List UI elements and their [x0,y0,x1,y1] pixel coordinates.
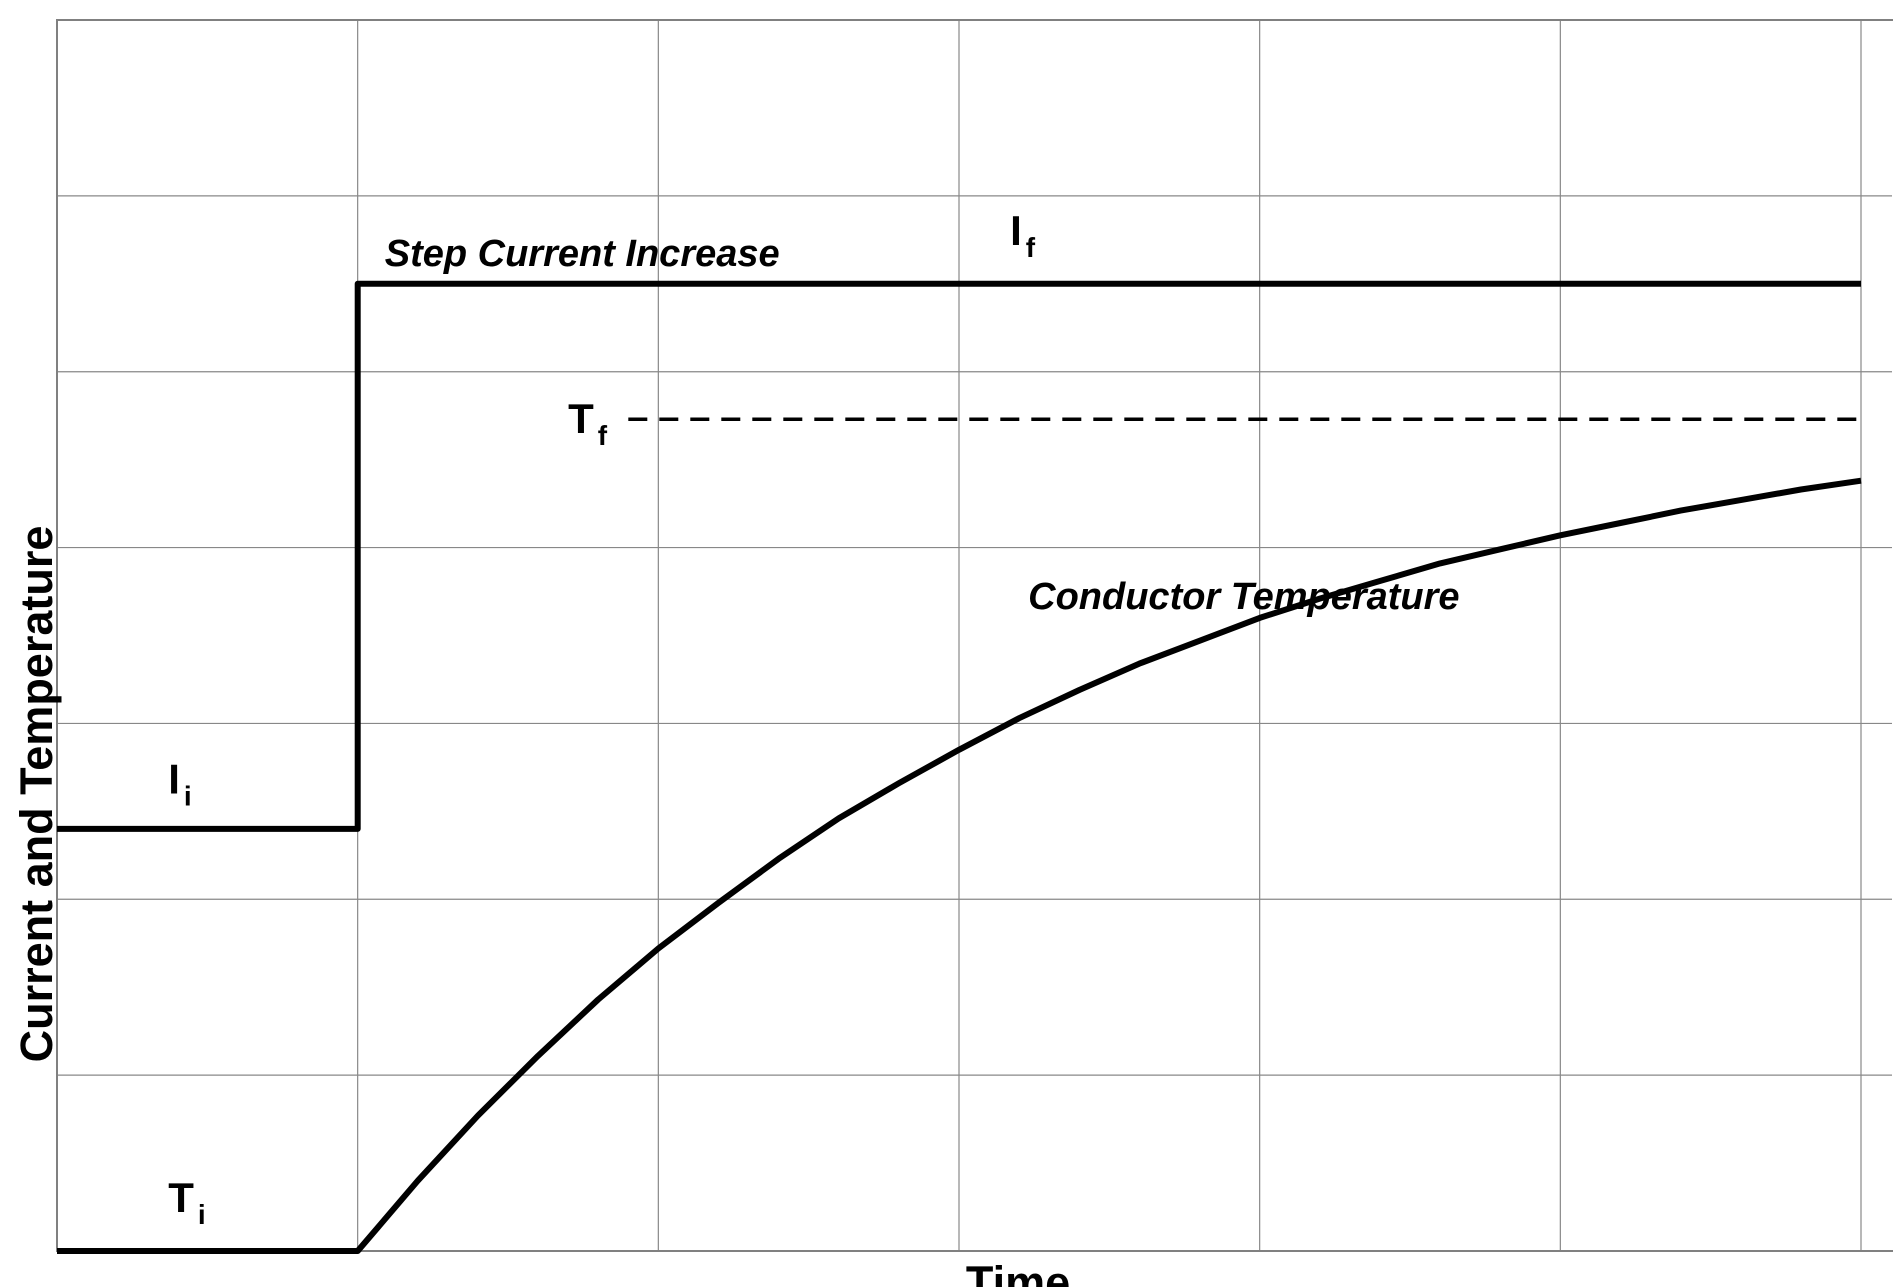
y-axis-label: Current and Temperature [11,526,62,1063]
step-current-label: Step Current Increase [385,233,780,275]
conductor-temperature-label: Conductor Temperature [1028,576,1459,618]
x-axis-label: Time [966,1257,1070,1287]
annotations: Step Current Increase Conductor Temperatu… [168,207,1459,1230]
plot-frame [56,19,1893,1252]
conductor-temperature-curve [57,477,1862,1254]
series-layer [57,280,1862,1254]
current-step-line [57,280,1861,832]
grid [57,20,1892,1251]
